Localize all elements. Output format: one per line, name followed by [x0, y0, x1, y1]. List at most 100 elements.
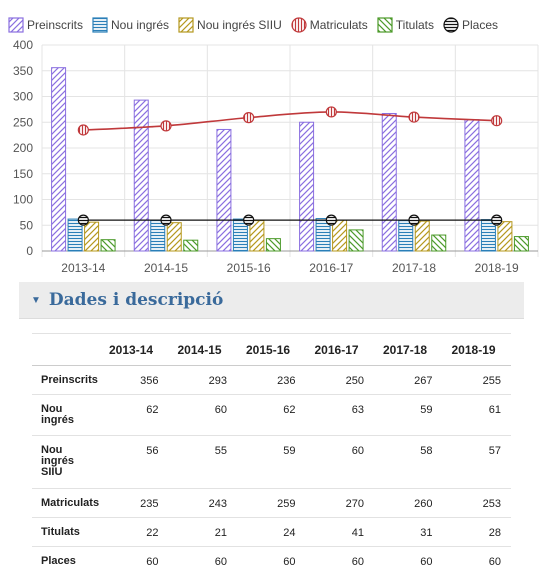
legend-item-preinscrits[interactable]: Preinscrits [8, 17, 83, 33]
bar-nou-ingres [398, 220, 414, 252]
legend-label: Nou ingrés SIIU [197, 18, 282, 32]
row-header: Preinscrits [32, 365, 100, 395]
table-cell: 63 [305, 394, 374, 436]
bar-preinscrits [133, 99, 149, 252]
point-matriculats [408, 111, 420, 123]
y-tick-label: 50 [20, 218, 34, 232]
x-tick-label: 2018-19 [475, 261, 519, 275]
x-tick-label: 2013-14 [61, 261, 105, 275]
point-places [77, 214, 89, 226]
table-row: Nou ingrés 62 60 62 63 59 61 [32, 394, 511, 436]
point-matriculats [325, 106, 337, 118]
bar-nou-ingres [150, 219, 166, 252]
table-cell: 60 [168, 394, 237, 436]
table-cell: 260 [374, 488, 443, 518]
bar-nou-ingres [315, 218, 331, 252]
y-tick-label: 350 [13, 64, 33, 78]
table-column-header: 2017-18 [374, 333, 443, 366]
y-tick-label: 150 [13, 167, 33, 181]
legend-label: Titulats [395, 18, 434, 32]
point-matriculats [77, 124, 89, 136]
legend-swatch-icon [377, 17, 393, 33]
bar-preinscrits [51, 67, 67, 252]
x-tick-label: 2017-18 [392, 261, 436, 275]
table-cell: 61 [442, 394, 511, 436]
bar-preinscrits [299, 121, 315, 252]
y-tick-label: 250 [13, 115, 33, 129]
table-column-header: 2013-14 [100, 333, 169, 366]
bar-preinscrits [381, 112, 397, 252]
table-cell: 235 [100, 488, 169, 518]
legend-swatch-icon [443, 17, 459, 33]
x-tick-label: 2015-16 [227, 261, 271, 275]
section-header[interactable]: ▼ Dades i descripció [19, 282, 524, 319]
table-column-header: 2015-16 [237, 333, 306, 366]
table-row: Matriculats 235 243 259 270 260 253 [32, 488, 511, 518]
legend-label: Preinscrits [27, 18, 84, 32]
row-header: Nou ingrés [32, 394, 100, 436]
table-cell: 243 [168, 488, 237, 518]
legend-item-titulats[interactable]: Titulats [377, 17, 434, 33]
chart-svg: 0 50 100 150 200 250 300 350 400 2013-14 2014-15 20… [13, 38, 539, 275]
legend-item-nou-ingres[interactable]: Nou ingrés [92, 17, 169, 33]
y-tick-label: 400 [13, 38, 33, 52]
table-cell: 59 [374, 394, 443, 436]
table-cell: 57 [442, 435, 511, 489]
bar-nou-ingres-siiu [249, 220, 265, 252]
line-matriculats [83, 111, 497, 131]
bar-titulats [348, 229, 364, 252]
section-title: Dades i descripció [48, 290, 224, 310]
table-row: Preinscrits 356 293 236 250 267 255 [32, 365, 511, 395]
bar-titulats [183, 239, 199, 252]
point-matriculats [160, 120, 172, 132]
bar-titulats [513, 236, 529, 252]
table-cell: 255 [442, 365, 511, 395]
table-row: Places 60 60 60 60 60 60 [32, 546, 511, 574]
table-column-header: 2016-17 [305, 333, 374, 366]
table-column-header: 2014-15 [168, 333, 237, 366]
legend-swatch-icon [8, 17, 24, 33]
legend-swatch-icon [92, 17, 108, 33]
point-matriculats [491, 115, 503, 127]
bar-preinscrits [216, 128, 232, 252]
chevron-down-icon[interactable]: ▼ [31, 294, 41, 306]
legend-item-places[interactable]: Places [443, 17, 498, 33]
table-cell: 60 [305, 435, 374, 489]
bar-nou-ingres-siiu [166, 222, 182, 252]
table-cell: 267 [374, 365, 443, 395]
table-cell: 60 [237, 546, 306, 574]
table-cell: 21 [168, 517, 237, 547]
point-places [160, 214, 172, 226]
row-header: Titulats [32, 517, 100, 547]
point-places [325, 214, 337, 226]
legend-item-nou-ingres-siiu[interactable]: Nou ingrés SIIU [178, 17, 282, 33]
table-column-header: 2018-19 [442, 333, 511, 366]
bar-nou-ingres-siiu [332, 219, 348, 252]
table-cell: 28 [442, 517, 511, 547]
table-cell: 60 [168, 546, 237, 574]
table-cell: 270 [305, 488, 374, 518]
row-header: Nou ingrés SIIU [32, 435, 100, 489]
table-cell: 62 [100, 394, 169, 436]
legend-label: Nou ingrés [111, 18, 170, 32]
bar-nou-ingres [67, 218, 83, 252]
legend-item-matriculats[interactable]: Matriculats [291, 17, 368, 33]
row-header: Matriculats [32, 488, 100, 518]
table-corner-header [32, 333, 100, 366]
legend-swatch-icon [291, 17, 307, 33]
table-cell: 55 [168, 435, 237, 489]
table-cell: 259 [237, 488, 306, 518]
point-places [243, 214, 255, 226]
y-tick-label: 100 [13, 193, 33, 207]
table-cell: 293 [168, 365, 237, 395]
table-cell: 253 [442, 488, 511, 518]
bar-preinscrits [464, 119, 480, 252]
bar-nou-ingres [232, 218, 248, 252]
table-cell: 31 [374, 517, 443, 547]
bar-nou-ingres-siiu [497, 221, 513, 252]
y-tick-label: 300 [13, 90, 33, 104]
table-cell: 60 [374, 546, 443, 574]
legend-label: Places [462, 18, 499, 32]
table-cell: 60 [442, 546, 511, 574]
data-table: 2013-14 2014-15 2015-16 2016-17 2017-18 2018-… [32, 333, 511, 574]
